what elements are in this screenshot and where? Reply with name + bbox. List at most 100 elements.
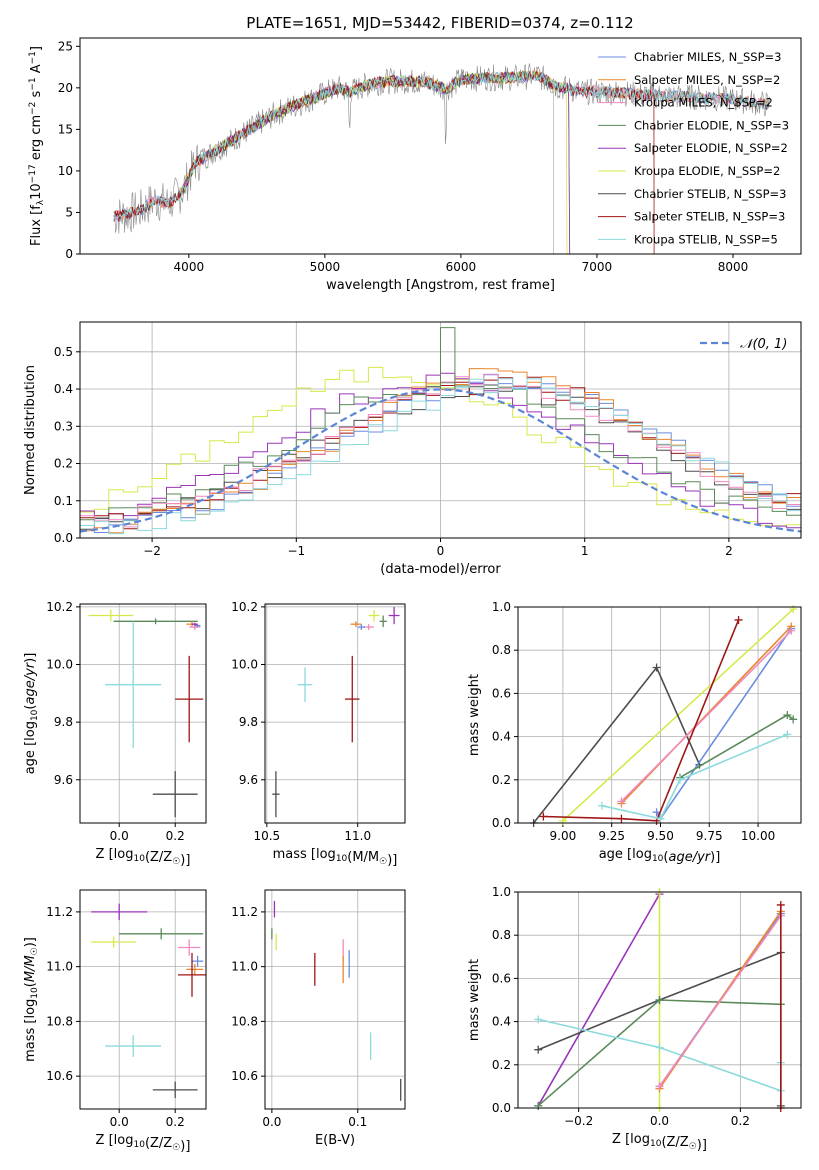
errorbar-axes-frame [264, 603, 406, 824]
weight-marker [675, 775, 684, 784]
y-tick-label: 1.0 [492, 600, 511, 614]
x-axis-label: (data-model)/error [380, 562, 501, 577]
histogram-series [79, 378, 801, 538]
weight-marker [617, 797, 626, 806]
x-tick-label: 7000 [582, 260, 613, 274]
weight-marker [534, 1101, 543, 1110]
y-tick-label: 0.8 [492, 928, 511, 942]
y-tick-label: 0 [65, 247, 73, 261]
weight-line [543, 619, 740, 822]
spectrum-model-line [113, 71, 770, 221]
x-tick-label: 10.00 [741, 829, 775, 843]
y-tick-label: 0.4 [492, 730, 511, 744]
y-tick-label: 5 [65, 205, 73, 219]
weight-marker [776, 900, 785, 909]
x-tick-label: 0.2 [731, 1114, 750, 1128]
y-tick-label: 10.6 [231, 1069, 258, 1083]
y-axis-label: mass [log10(M/M☉)] [23, 937, 40, 1062]
legend-entry: Kroupa ELODIE, N_SSP=2 [634, 164, 780, 178]
x-tick-label: 9.50 [647, 829, 674, 843]
y-tick-label: 0.2 [54, 457, 73, 471]
legend-entry: Salpeter MILES, N_SSP=2 [634, 73, 780, 87]
x-axis-label: Z [log10(Z/Z☉)] [96, 1133, 191, 1154]
x-tick-label: 0.0 [262, 1115, 281, 1129]
y-tick-label: 0.4 [492, 1015, 511, 1029]
spectrum-axes-frame [79, 37, 802, 255]
y-tick-label: 10.0 [46, 658, 73, 672]
weight-marker [539, 812, 548, 821]
errorbar-axes-frame [79, 603, 207, 824]
x-tick-label: 8000 [718, 260, 749, 274]
spectrum-model-line [179, 70, 568, 255]
y-tick-label: 9.8 [54, 715, 73, 729]
y-tick-label: 10.8 [46, 1014, 73, 1028]
y-tick-label: 20 [58, 81, 73, 95]
histogram-spike [440, 327, 456, 390]
y-tick-label: 0.5 [54, 345, 73, 359]
weight-line [601, 733, 788, 820]
legend-entry: Salpeter STELIB, N_SSP=3 [634, 210, 785, 224]
x-axis-label: mass [log10(M/M☉)] [273, 847, 398, 868]
y-tick-label: 15 [58, 122, 73, 136]
x-tick-label: 0 [437, 544, 445, 558]
x-tick-label: 1 [581, 544, 589, 558]
errorbar-axes-frame [79, 889, 207, 1110]
spectrum-model-line [178, 70, 571, 255]
x-tick-label: −1 [287, 544, 305, 558]
weight-line [620, 630, 792, 802]
y-tick-label: 0.3 [54, 419, 73, 433]
weight-marker [558, 816, 567, 825]
weight-line [658, 915, 782, 1087]
x-axis-label: wavelength [Angstrom, rest frame] [326, 278, 555, 293]
x-tick-label: 6000 [446, 260, 477, 274]
y-axis-label: Flux [fλ10−17 erg cm−2 s−1 A−1] [28, 46, 46, 246]
weight-marker [655, 1082, 664, 1091]
y-tick-label: 0.0 [492, 816, 511, 830]
legend-entry: 𝒩(0, 1) [740, 337, 787, 352]
y-axis-label: mass weight [467, 674, 482, 756]
x-tick-label: 10.5 [253, 829, 280, 843]
errorbar-axes-frame [264, 889, 406, 1110]
x-tick-label: 5000 [310, 260, 341, 274]
y-tick-label: 11.2 [46, 905, 73, 919]
y-tick-label: 9.8 [239, 715, 258, 729]
y-axis-label: mass weight [467, 959, 482, 1041]
spectrum-model-line [178, 71, 571, 255]
x-tick-label: 2 [725, 544, 733, 558]
y-tick-label: 10.8 [231, 1014, 258, 1028]
legend-entry: Chabrier ELODIE, N_SSP=3 [634, 118, 789, 132]
weight-line [537, 893, 661, 1107]
weight-marker [655, 1043, 664, 1052]
x-tick-label: 0.0 [650, 1114, 669, 1128]
x-axis-label: Z [log10(Z/Z☉)] [612, 1132, 707, 1153]
x-tick-label: 11.0 [344, 829, 371, 843]
y-tick-label: 0.2 [492, 1058, 511, 1072]
weight-marker [655, 996, 664, 1004]
y-tick-label: 0.2 [492, 773, 511, 787]
y-tick-label: 0.6 [492, 686, 511, 700]
legend-entry: Kroupa STELIB, N_SSP=5 [634, 232, 778, 246]
x-tick-label: −2 [143, 544, 161, 558]
figure-title: PLATE=1651, MJD=53442, FIBERID=0374, z=0… [246, 14, 633, 32]
x-tick-label: 9.75 [696, 829, 723, 843]
x-tick-label: −0.2 [564, 1114, 593, 1128]
legend-entry: Chabrier STELIB, N_SSP=3 [634, 187, 786, 201]
legend-entry: Salpeter ELODIE, N_SSP=2 [634, 141, 788, 155]
y-tick-label: 11.0 [46, 960, 73, 974]
weight-marker [787, 626, 796, 635]
y-axis-label: Normed distribution [23, 365, 38, 495]
normal-curve [79, 388, 802, 533]
y-tick-label: 1.0 [492, 885, 511, 899]
y-tick-label: 10.0 [231, 658, 258, 672]
histogram-series [79, 373, 801, 538]
x-tick-label: 9.00 [550, 829, 577, 843]
weight-marker [789, 605, 798, 614]
y-tick-label: 11.0 [231, 960, 258, 974]
weight-marker [734, 615, 743, 624]
y-tick-label: 9.6 [54, 773, 73, 787]
y-tick-label: 10.6 [46, 1069, 73, 1083]
y-tick-label: 0.0 [492, 1101, 511, 1115]
y-axis-label: age [log10(age/yr)] [23, 653, 40, 775]
spectrum-model-line [113, 70, 770, 222]
